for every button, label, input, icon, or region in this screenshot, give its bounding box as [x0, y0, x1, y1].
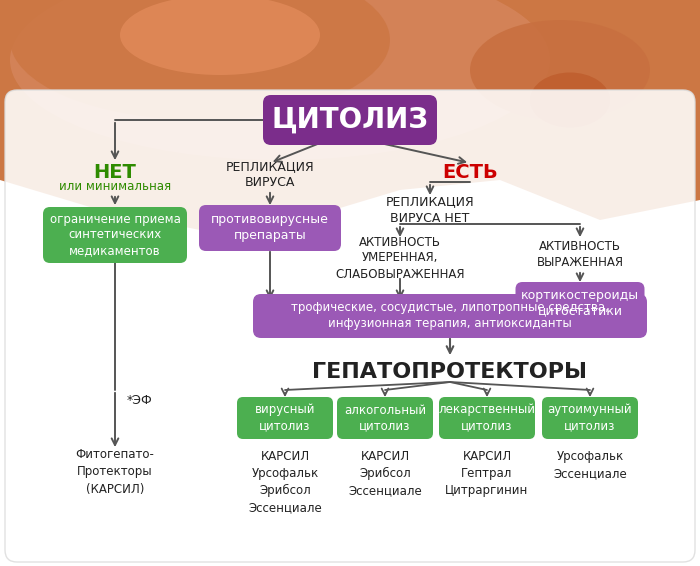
Text: ЕСТЬ: ЕСТЬ: [442, 162, 498, 182]
Text: аутоимунный
цитолиз: аутоимунный цитолиз: [547, 404, 632, 432]
Text: *ЭФ: *ЭФ: [127, 393, 153, 406]
Text: АКТИВНОСТЬ
ВЫРАЖЕННАЯ: АКТИВНОСТЬ ВЫРАЖЕННАЯ: [536, 241, 624, 269]
Text: РЕПЛИКАЦИЯ
ВИРУСА: РЕПЛИКАЦИЯ ВИРУСА: [225, 161, 314, 190]
Text: алкогольный
цитолиз: алкогольный цитолиз: [344, 404, 426, 432]
Text: противовирусные
препараты: противовирусные препараты: [211, 213, 329, 242]
Ellipse shape: [10, 0, 550, 160]
Text: АКТИВНОСТЬ
УМЕРЕННАЯ,
СЛАБОВЫРАЖЕННАЯ: АКТИВНОСТЬ УМЕРЕННАЯ, СЛАБОВЫРАЖЕННАЯ: [335, 235, 465, 281]
Text: ограничение приема
синтетических
медикаментов: ограничение приема синтетических медикам…: [50, 212, 181, 258]
FancyBboxPatch shape: [5, 90, 695, 562]
FancyBboxPatch shape: [199, 205, 341, 251]
Text: вирусный
цитолиз: вирусный цитолиз: [255, 404, 315, 432]
Ellipse shape: [120, 0, 320, 75]
Text: РЕПЛИКАЦИЯ
ВИРУСА НЕТ: РЕПЛИКАЦИЯ ВИРУСА НЕТ: [386, 195, 475, 225]
FancyBboxPatch shape: [253, 294, 647, 338]
Text: лекарственный
цитолиз: лекарственный цитолиз: [438, 404, 536, 432]
Polygon shape: [0, 0, 420, 200]
Polygon shape: [0, 0, 700, 230]
FancyBboxPatch shape: [43, 207, 187, 263]
FancyBboxPatch shape: [515, 282, 645, 324]
Text: Фитогепато-
Протекторы
(КАРСИЛ): Фитогепато- Протекторы (КАРСИЛ): [76, 448, 155, 495]
Text: КАРСИЛ
Урсофальк
Эрибсол
Эссенциале: КАРСИЛ Урсофальк Эрибсол Эссенциале: [248, 450, 322, 514]
FancyBboxPatch shape: [263, 95, 437, 145]
Text: трофические, сосудистые, липотропные средства,
инфузионная терапия, антиоксидант: трофические, сосудистые, липотропные сре…: [291, 302, 609, 331]
Text: кортикостероиды
цитостатики: кортикостероиды цитостатики: [521, 289, 639, 318]
Text: КАРСИЛ
Гептрал
Цитраргинин: КАРСИЛ Гептрал Цитраргинин: [445, 450, 528, 497]
Ellipse shape: [470, 20, 650, 120]
Ellipse shape: [10, 0, 390, 120]
Text: ГЕПАТОПРОТЕКТОРЫ: ГЕПАТОПРОТЕКТОРЫ: [312, 362, 587, 382]
Text: НЕТ: НЕТ: [94, 162, 136, 182]
FancyBboxPatch shape: [237, 397, 333, 439]
Text: Урсофальк
Эссенциале: Урсофальк Эссенциале: [553, 450, 627, 480]
Text: КАРСИЛ
Эрибсол
Эссенциале: КАРСИЛ Эрибсол Эссенциале: [348, 450, 422, 497]
FancyBboxPatch shape: [542, 397, 638, 439]
Text: ЦИТОЛИЗ: ЦИТОЛИЗ: [272, 106, 428, 134]
Ellipse shape: [530, 72, 610, 127]
FancyBboxPatch shape: [337, 397, 433, 439]
Text: или минимальная: или минимальная: [59, 179, 171, 192]
FancyBboxPatch shape: [439, 397, 535, 439]
